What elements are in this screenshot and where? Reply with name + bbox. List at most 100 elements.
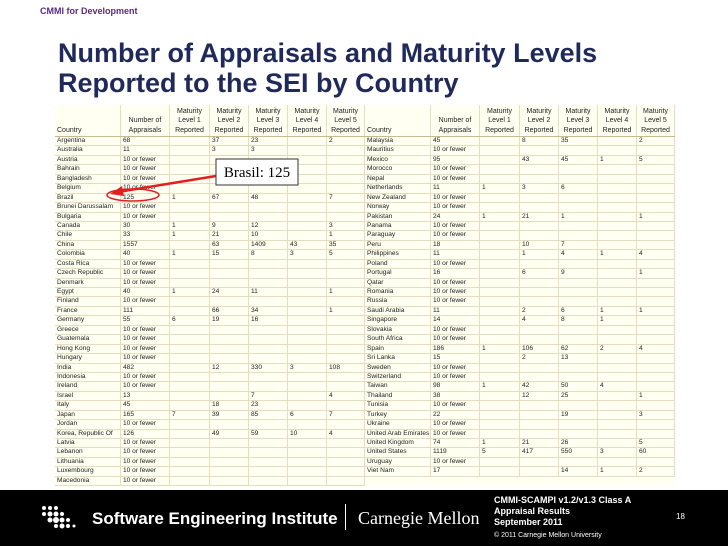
table-cell: 10 or fewer	[121, 372, 170, 382]
table-cell: 13	[559, 354, 598, 363]
table-cell	[598, 335, 637, 344]
table-cell	[249, 457, 288, 467]
table-cell: 12	[520, 391, 559, 401]
table-cell: 19	[210, 316, 249, 325]
table-cell	[249, 476, 288, 486]
table-cell: Pakistan	[365, 212, 431, 221]
table-cell	[249, 269, 288, 278]
table-cell: 2	[637, 467, 675, 476]
table-cell	[520, 335, 559, 344]
table-cell: 417	[520, 448, 559, 457]
report-line: September 2011	[494, 517, 563, 527]
report-line: Appraisal Results	[494, 506, 571, 516]
table-row: Uruguay 10 or fewer	[365, 457, 675, 468]
table-cell	[637, 184, 675, 193]
table-cell	[210, 420, 249, 429]
table-row: Lebanon 10 or fewer	[55, 448, 365, 458]
table-cell: 9	[559, 269, 598, 278]
table-row: India 482 12 330 3 108	[55, 363, 365, 373]
table-cell	[520, 259, 559, 269]
table-cell: 10 or fewer	[431, 288, 480, 297]
table-cell	[637, 401, 675, 410]
table-cell	[637, 146, 675, 155]
table-cell: 11	[431, 306, 480, 316]
table-cell: 22	[431, 410, 480, 420]
table-cell: Australia	[55, 146, 121, 155]
table-cell: 3	[249, 146, 288, 155]
table-cell	[480, 325, 520, 335]
table-cell: Greece	[55, 325, 121, 335]
table-cell: 1	[598, 467, 637, 476]
table-cell	[520, 297, 559, 306]
table-cell	[598, 401, 637, 410]
table-row: Mauritius 10 or fewer	[365, 146, 675, 156]
table-cell: 10	[520, 240, 559, 250]
table-row: Qatar 10 or fewer	[365, 278, 675, 288]
table-cell	[637, 382, 675, 391]
table-cell	[559, 429, 598, 438]
table-cell	[520, 174, 559, 184]
table-cell	[327, 184, 365, 193]
table-cell	[288, 259, 327, 269]
table-cell	[210, 335, 249, 344]
table-cell: 10 or fewer	[121, 325, 170, 335]
table-cell: 21	[520, 212, 559, 221]
table-cell	[210, 297, 249, 306]
org-name: Software Engineering Institute	[92, 509, 338, 528]
table-cell	[288, 193, 327, 203]
table-cell	[249, 278, 288, 287]
table-cell	[637, 165, 675, 174]
table-cell	[637, 372, 675, 382]
table-cell: 10 or fewer	[431, 429, 480, 438]
table-cell	[249, 184, 288, 193]
table-cell	[327, 278, 365, 287]
table-cell: 4	[327, 429, 365, 438]
table-cell	[327, 155, 365, 165]
table-cell: 14	[431, 316, 480, 325]
table-row: Taiwan 98 1 42 50 4	[365, 382, 675, 392]
table-cell: 126	[121, 429, 170, 438]
table-cell: 1	[327, 231, 365, 240]
table-cell: 18	[431, 240, 480, 250]
table-cell	[170, 297, 210, 306]
table-cell	[598, 288, 637, 297]
table-cell: 10 or fewer	[121, 165, 170, 174]
table-cell: Costa Rica	[55, 259, 121, 269]
table-row: United Kingdom 74 1 21 26 5	[365, 439, 675, 449]
table-row: Czech Republic 10 or fewer	[55, 269, 365, 279]
table-cell: 95	[431, 155, 480, 165]
table-cell	[327, 448, 365, 457]
table-cell: 1	[598, 316, 637, 325]
table-cell: Bulgaria	[55, 212, 121, 221]
table-cell	[170, 354, 210, 363]
table-cell: 10 or fewer	[121, 174, 170, 184]
table-row: Jordan 10 or fewer	[55, 420, 365, 430]
table-cell: 111	[121, 306, 170, 316]
table-cell	[559, 325, 598, 335]
table-cell: Mexico	[365, 155, 431, 165]
header-line: Level 3	[256, 117, 280, 124]
table-cell: United States	[365, 448, 431, 457]
table-cell: 10 or fewer	[121, 278, 170, 287]
table-cell: Morocco	[365, 165, 431, 174]
table-cell	[559, 420, 598, 429]
table-cell	[637, 335, 675, 344]
table-cell	[598, 193, 637, 203]
table-cell	[480, 146, 520, 155]
table-cell: Hungary	[55, 354, 121, 363]
table-cell	[480, 410, 520, 420]
table-cell: Turkey	[365, 410, 431, 420]
table-row: Poland 10 or fewer	[365, 259, 675, 270]
table-cell	[598, 137, 637, 146]
table-cell: 60	[637, 448, 675, 457]
table-cell	[480, 231, 520, 240]
table-cell: Hong Kong	[55, 344, 121, 354]
report-info: CMMI-SCAMPI v1.2/v1.3 Class A Appraisal …	[494, 495, 631, 528]
table-cell	[170, 344, 210, 354]
table-cell: 10 or fewer	[121, 297, 170, 306]
table-cell: 3	[288, 363, 327, 372]
table-cell: 33	[121, 231, 170, 240]
table-cell: Ireland	[55, 382, 121, 391]
table-cell: 10 or fewer	[431, 259, 480, 269]
header-cell: Country	[365, 105, 431, 136]
